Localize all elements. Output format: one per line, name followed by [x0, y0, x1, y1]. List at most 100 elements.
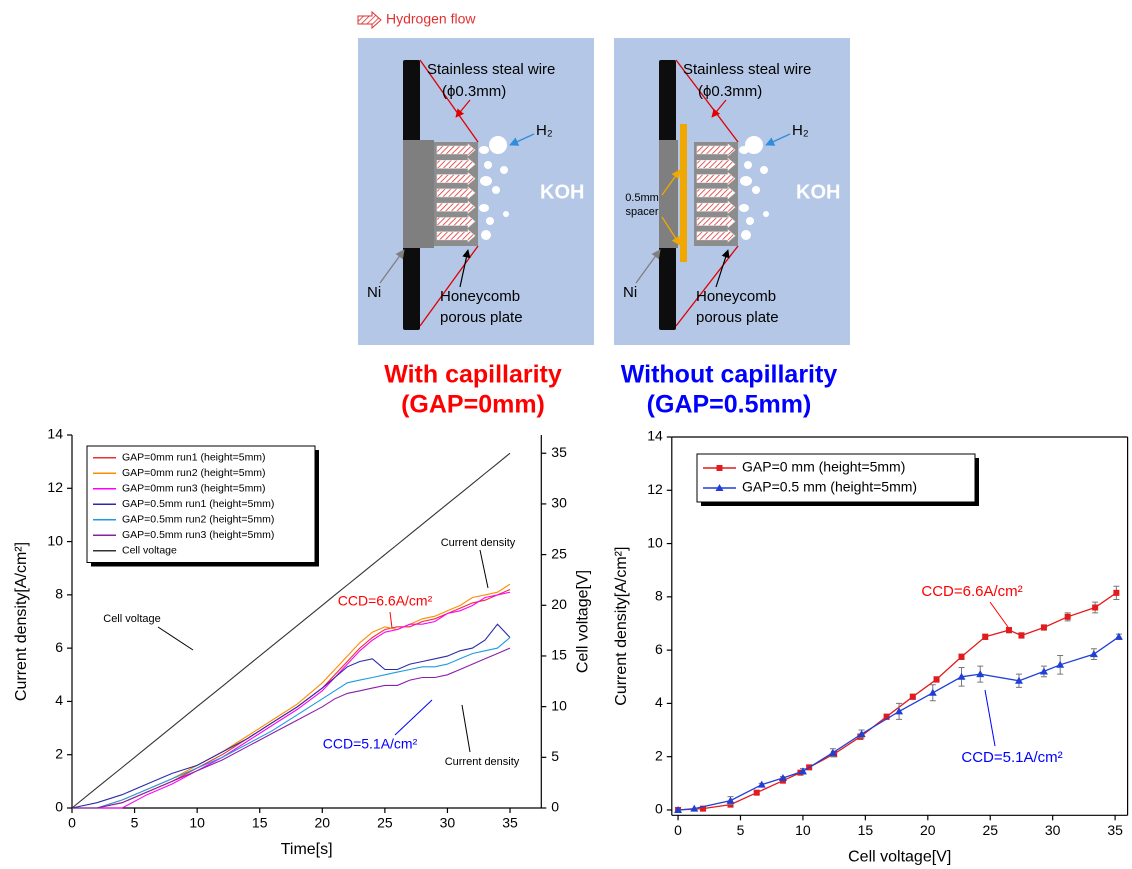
legend-label: GAP=0mm run1 (height=5mm) — [122, 452, 266, 464]
hydrogen-channel — [436, 214, 476, 229]
annotation: CCD=6.6A/cm² — [921, 583, 1022, 600]
legend-label: GAP=0.5mm run3 (height=5mm) — [122, 529, 274, 541]
legend-label: GAP=0mm run2 (height=5mm) — [122, 467, 266, 479]
x-tick-label: 0 — [674, 822, 682, 838]
wire — [419, 245, 479, 327]
x-tick-label: 5 — [131, 815, 139, 831]
y-tick-label: 8 — [655, 588, 663, 604]
arrow — [509, 133, 535, 146]
y2-tick-label: 35 — [551, 444, 567, 460]
marker — [958, 653, 965, 660]
y-tick-label: 0 — [655, 801, 663, 817]
marker — [1014, 676, 1023, 684]
y-tick-label: 0 — [55, 799, 63, 815]
bubble — [484, 161, 492, 169]
legend-label: GAP=0.5 mm (height=5mm) — [742, 479, 917, 495]
y-axis-label: Current density[A/cm²] — [613, 547, 630, 706]
annotation-line — [461, 704, 471, 753]
wire-label: Stainless steal wire — [683, 61, 811, 78]
legend-marker — [716, 465, 723, 471]
x-tick-label: 25 — [377, 815, 393, 831]
hydrogen-channel — [696, 200, 736, 214]
hydrogen-bubble — [745, 136, 763, 154]
y-tick-label: 10 — [47, 532, 63, 548]
bubble — [741, 230, 751, 240]
y-axis-label: Current density[A/cm²] — [13, 542, 30, 701]
hydrogen-channel — [436, 200, 476, 214]
y-tick-label: 8 — [55, 586, 63, 602]
bubble — [746, 217, 754, 225]
marker — [957, 672, 966, 680]
x-tick-label: 0 — [68, 815, 76, 831]
marker — [909, 693, 916, 700]
marker — [726, 796, 735, 804]
flow-legend-icon — [357, 10, 382, 30]
marker — [828, 748, 837, 756]
wire — [675, 245, 739, 327]
annotation-line — [157, 626, 194, 651]
bubble — [752, 186, 760, 194]
hydrogen-channel — [436, 229, 476, 243]
arrow — [711, 99, 727, 118]
arrow — [661, 169, 681, 196]
caption: (GAP=0mm) — [401, 391, 545, 419]
y-tick-label: 14 — [647, 428, 663, 444]
bubble — [760, 166, 768, 174]
plate-label: porous plate — [696, 309, 779, 326]
marker — [1005, 627, 1012, 634]
marker — [700, 805, 707, 812]
bubble — [479, 146, 489, 154]
legend-box — [696, 453, 976, 503]
ni-electrode — [659, 140, 678, 248]
hydrogen-bubble — [489, 136, 507, 154]
marker — [690, 804, 699, 812]
caption: With capillarity — [384, 361, 562, 389]
x-tick-label: 15 — [252, 815, 268, 831]
y-tick-label: 4 — [55, 692, 63, 708]
bubble — [479, 204, 489, 212]
hydrogen-channel — [696, 171, 736, 186]
ni-electrode — [403, 140, 434, 248]
annotation-line — [479, 549, 489, 589]
flow-legend-label: Hydrogen flow — [386, 11, 476, 27]
wire-label: Stainless steal wire — [427, 61, 555, 78]
series-line — [72, 637, 511, 809]
legend-marker — [715, 484, 724, 491]
legend-box — [86, 445, 316, 563]
bubble — [740, 176, 752, 186]
series-line — [72, 591, 511, 809]
gas-label: H₂ — [792, 122, 809, 139]
y-tick-label: 6 — [655, 641, 663, 657]
arrow — [455, 99, 471, 118]
legend-label: GAP=0 mm (height=5mm) — [742, 459, 905, 475]
x-tick-label: 30 — [440, 815, 456, 831]
bubble — [739, 204, 749, 212]
legend-label: GAP=0.5mm run2 (height=5mm) — [122, 514, 274, 526]
bubble — [481, 230, 491, 240]
hydrogen-channel — [696, 186, 736, 200]
spacer-label: 0.5mm — [625, 192, 659, 204]
bubble — [503, 211, 509, 217]
y2-tick-label: 0 — [551, 799, 559, 815]
marker — [883, 713, 890, 720]
y-tick-label: 2 — [55, 745, 63, 761]
y2-tick-label: 25 — [551, 545, 567, 561]
series-line — [72, 647, 511, 809]
annotation: Current density — [441, 537, 516, 549]
x-axis-label: Time[s] — [281, 841, 333, 858]
y-tick-label: 4 — [655, 694, 663, 710]
arrow — [715, 249, 730, 288]
annotation-line — [984, 689, 996, 747]
x-tick-label: 35 — [502, 815, 518, 831]
hydrogen-channel — [436, 186, 476, 200]
marker — [1018, 632, 1025, 639]
series-line — [71, 452, 511, 809]
annotation: CCD=5.1A/cm² — [323, 736, 418, 752]
marker — [757, 780, 766, 788]
arrow — [765, 133, 791, 146]
y-tick-label: 12 — [47, 479, 63, 495]
marker — [1113, 589, 1120, 596]
bubble — [492, 186, 500, 194]
caption: Without capillarity — [621, 361, 838, 389]
